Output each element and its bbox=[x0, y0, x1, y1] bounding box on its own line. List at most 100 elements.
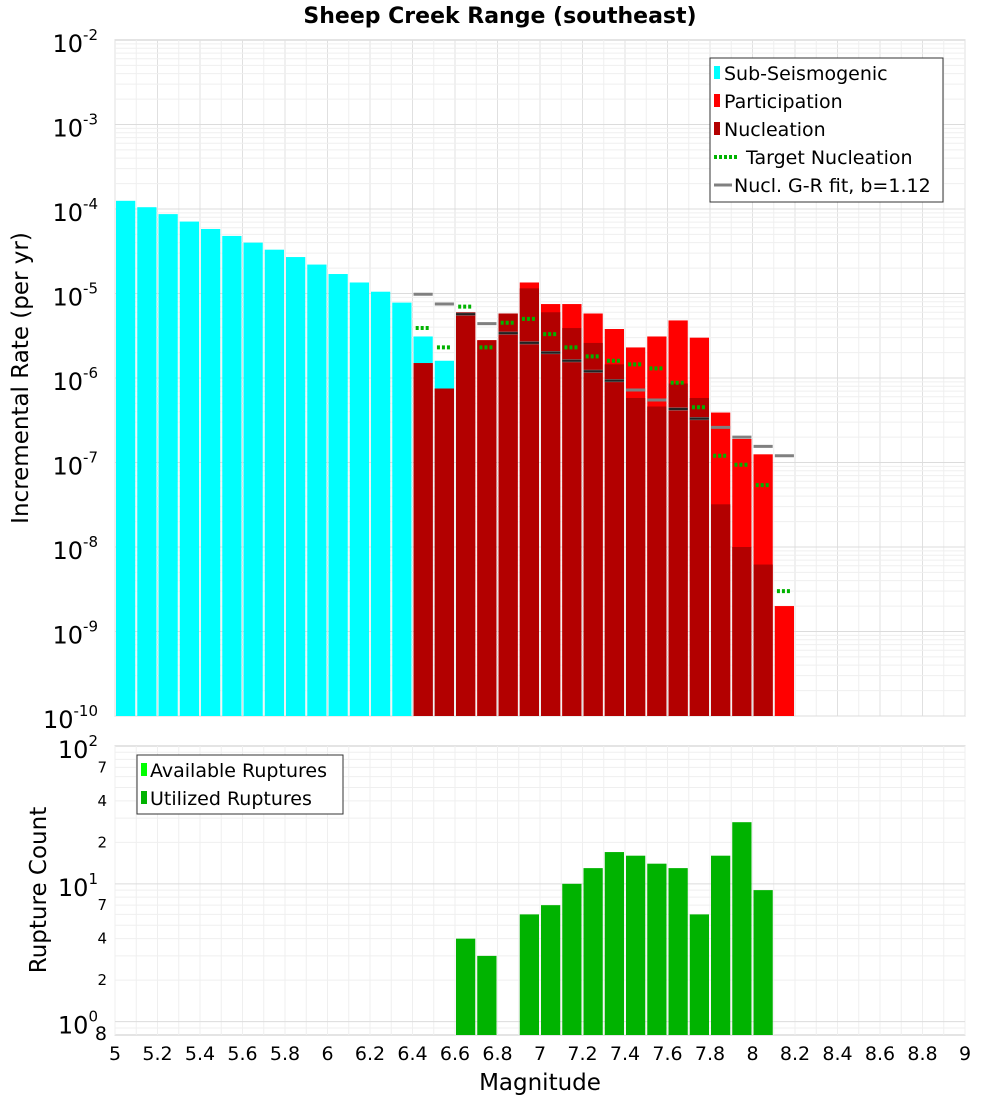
x-tick-label: 6.4 bbox=[397, 1043, 427, 1065]
legend-swatch bbox=[141, 763, 147, 776]
count-y-ticks: 102 101 100 7 4 2 7 4 2 8 bbox=[58, 732, 107, 1045]
x-tick-label: 5.4 bbox=[185, 1043, 215, 1065]
count-y-axis-title: Rupture Count bbox=[26, 807, 52, 973]
rate-y-tick-label: 10-9 bbox=[52, 618, 98, 650]
nucleation-bar bbox=[668, 383, 688, 716]
x-tick-label: 5.2 bbox=[142, 1043, 172, 1065]
sub-seismogenic-bar bbox=[116, 200, 136, 717]
sub-seismogenic-bar bbox=[307, 264, 327, 716]
sub-seismogenic-bar bbox=[243, 242, 263, 717]
legend-label: Utilized Ruptures bbox=[150, 788, 312, 810]
count-y-tick-label: 101 bbox=[58, 870, 98, 902]
x-tick-label: 7 bbox=[534, 1043, 546, 1065]
legend-label: Nucleation bbox=[724, 119, 826, 141]
rate-y-ticks: 10-2 10-3 10-4 10-5 10-6 10-7 10-8 10-9 10-10 bbox=[43, 26, 98, 734]
count-bars bbox=[456, 822, 773, 1035]
rate-lines bbox=[413, 292, 794, 594]
sub-seismogenic-bar bbox=[392, 302, 412, 716]
utilized-ruptures-bar bbox=[711, 855, 731, 1035]
x-tick-label: 6.6 bbox=[440, 1043, 470, 1065]
rate-bars bbox=[116, 200, 794, 717]
nucleation-bar bbox=[732, 547, 752, 716]
count-y-tick-label: 100 bbox=[58, 1008, 98, 1040]
sub-seismogenic-bar bbox=[137, 207, 157, 716]
x-tick-label: 6 bbox=[321, 1043, 333, 1065]
nucleation-bar bbox=[647, 406, 667, 716]
count-chart: 102 101 100 7 4 2 7 4 2 8 5 5.2 5.4 5.6 5.8 6 6.2 6.4 6.6… bbox=[26, 732, 971, 1096]
utilized-ruptures-bar bbox=[562, 883, 582, 1035]
count-y-tick-label: 102 bbox=[58, 732, 98, 764]
rate-y-tick-label: 10-10 bbox=[43, 702, 98, 734]
sub-seismogenic-bar bbox=[222, 235, 242, 716]
rate-y-tick-label: 10-8 bbox=[52, 533, 98, 565]
x-tick-label: 7.4 bbox=[610, 1043, 640, 1065]
legend-swatch bbox=[714, 94, 720, 107]
nucleation-bar bbox=[541, 312, 561, 716]
count-y-minor-label: 4 bbox=[97, 792, 107, 810]
x-tick-label: 6.2 bbox=[355, 1043, 385, 1065]
rate-y-tick-label: 10-3 bbox=[52, 111, 98, 143]
utilized-ruptures-bar bbox=[541, 905, 561, 1035]
nucleation-bar bbox=[753, 564, 773, 716]
rate-chart: 10-2 10-3 10-4 10-5 10-6 10-7 10-8 10-9 10-10 In… bbox=[8, 26, 966, 734]
nucleation-bar bbox=[583, 342, 603, 716]
nucleation-bar bbox=[604, 364, 624, 716]
rate-legend: Sub-Seismogenic Participation Nucleation Ta… bbox=[709, 57, 944, 203]
sub-seismogenic-bar bbox=[201, 228, 221, 716]
nucleation-bar bbox=[626, 397, 646, 716]
sub-seismogenic-bar bbox=[328, 274, 348, 716]
x-tick-label: 7.8 bbox=[695, 1043, 725, 1065]
utilized-ruptures-bar bbox=[753, 890, 773, 1035]
count-y-minor-label: 8 bbox=[95, 1023, 107, 1045]
utilized-ruptures-bar bbox=[732, 822, 752, 1035]
nucleation-bar bbox=[434, 388, 454, 716]
sub-seismogenic-bar bbox=[371, 291, 391, 716]
nucleation-bar bbox=[456, 312, 476, 716]
x-axis-title: Magnitude bbox=[479, 1070, 601, 1096]
rate-y-tick-label: 10-4 bbox=[52, 195, 98, 227]
sub-seismogenic-bar bbox=[158, 214, 178, 716]
x-tick-label: 5.6 bbox=[227, 1043, 257, 1065]
utilized-ruptures-bar bbox=[519, 914, 539, 1035]
rate-legend-box bbox=[709, 57, 944, 203]
utilized-ruptures-bar bbox=[668, 868, 688, 1035]
count-y-minor-label: 7 bbox=[97, 758, 107, 776]
nucleation-bar bbox=[477, 340, 497, 716]
count-legend-box bbox=[136, 754, 344, 815]
sub-seismogenic-bar bbox=[349, 282, 369, 716]
legend-swatch bbox=[714, 66, 720, 79]
utilized-ruptures-bar bbox=[647, 863, 667, 1035]
count-y-minor-label: 2 bbox=[97, 971, 107, 989]
utilized-ruptures-bar bbox=[626, 855, 646, 1035]
legend-label: Available Ruptures bbox=[150, 760, 327, 782]
count-legend: Available Ruptures Utilized Ruptures bbox=[136, 754, 344, 815]
nucleation-bar bbox=[689, 397, 709, 716]
legend-label: Sub-Seismogenic bbox=[724, 63, 888, 85]
utilized-ruptures-bar bbox=[477, 955, 497, 1035]
x-tick-label: 5.8 bbox=[270, 1043, 300, 1065]
nucleation-bar bbox=[711, 504, 731, 716]
utilized-ruptures-bar bbox=[689, 914, 709, 1035]
utilized-ruptures-bar bbox=[583, 868, 603, 1035]
sub-seismogenic-bar bbox=[264, 249, 284, 716]
x-tick-label: 7.6 bbox=[652, 1043, 682, 1065]
count-y-minor-label: 2 bbox=[97, 833, 107, 851]
x-tick-label: 8.4 bbox=[822, 1043, 852, 1065]
rate-y-tick-label: 10-2 bbox=[52, 26, 98, 58]
sub-seismogenic-bar bbox=[179, 221, 199, 716]
participation-bar bbox=[774, 606, 794, 716]
x-tick-label: 8.6 bbox=[865, 1043, 895, 1065]
legend-swatch bbox=[141, 791, 147, 804]
x-tick-label: 5 bbox=[109, 1043, 121, 1065]
nucleation-bar bbox=[519, 288, 539, 716]
rate-y-tick-label: 10-6 bbox=[52, 364, 98, 396]
rate-y-axis-title: Incremental Rate (per yr) bbox=[8, 232, 34, 524]
count-y-minor-label: 7 bbox=[97, 896, 107, 914]
count-y-minor-label: 4 bbox=[97, 930, 107, 948]
nucleation-bar bbox=[498, 313, 518, 716]
x-ticks: 5 5.2 5.4 5.6 5.8 6 6.2 6.4 6.6 6.8 7 7.2 7.4 7.6 7.8 8… bbox=[109, 1043, 971, 1065]
legend-label: Nucl. G-R fit, b=1.12 bbox=[734, 175, 931, 197]
legend-label: Participation bbox=[724, 91, 843, 113]
x-tick-label: 8 bbox=[746, 1043, 758, 1065]
